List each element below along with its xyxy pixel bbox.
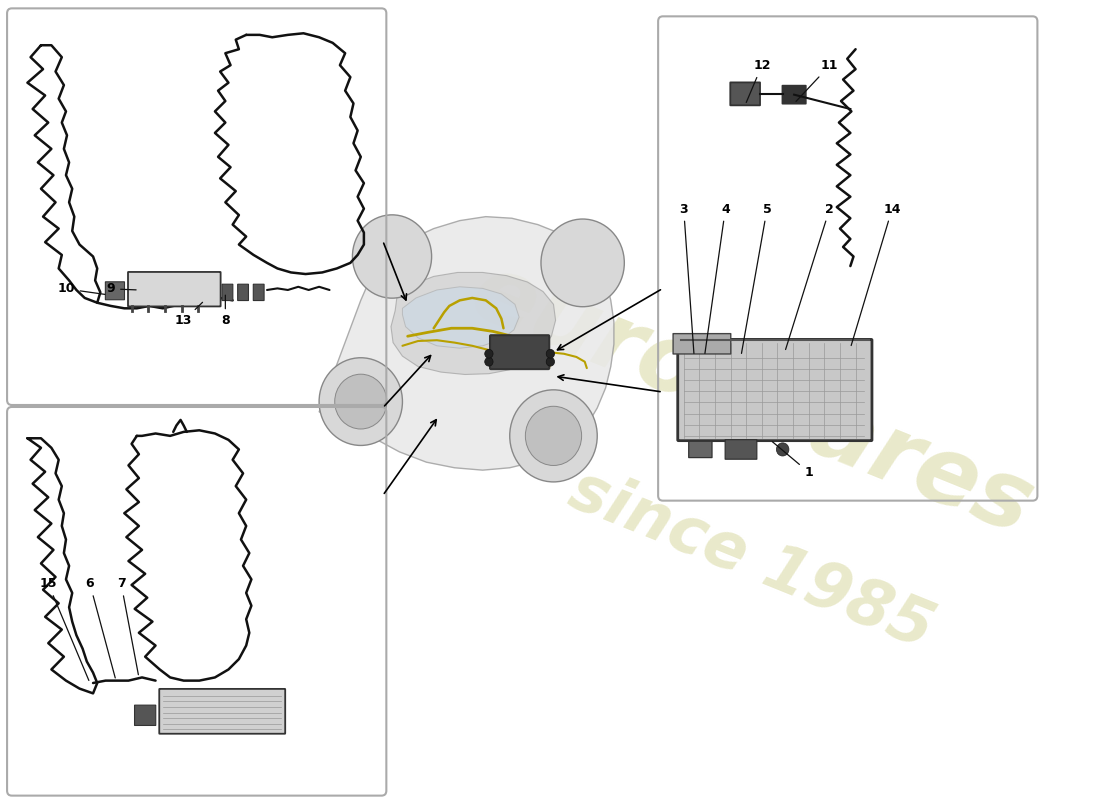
Polygon shape — [390, 273, 556, 374]
Circle shape — [547, 350, 554, 358]
Text: since 1985: since 1985 — [560, 458, 943, 661]
Circle shape — [334, 374, 387, 429]
FancyBboxPatch shape — [730, 82, 760, 106]
Text: 1: 1 — [772, 442, 813, 478]
FancyBboxPatch shape — [134, 705, 156, 726]
Circle shape — [485, 358, 493, 366]
Text: 3: 3 — [680, 202, 694, 354]
FancyBboxPatch shape — [689, 442, 712, 458]
Polygon shape — [403, 286, 519, 348]
Text: 7: 7 — [117, 578, 139, 674]
Text: 8: 8 — [221, 295, 230, 327]
FancyBboxPatch shape — [678, 339, 872, 441]
Circle shape — [509, 390, 597, 482]
Text: 12: 12 — [746, 59, 771, 102]
FancyBboxPatch shape — [238, 284, 249, 301]
Circle shape — [541, 219, 625, 306]
FancyBboxPatch shape — [782, 86, 806, 104]
Polygon shape — [319, 217, 614, 470]
Circle shape — [485, 350, 493, 358]
Text: 4: 4 — [705, 202, 729, 354]
Circle shape — [526, 406, 582, 466]
FancyBboxPatch shape — [253, 284, 264, 301]
Text: 14: 14 — [851, 202, 901, 346]
Text: 13: 13 — [175, 302, 202, 327]
Text: 5: 5 — [741, 202, 771, 354]
FancyBboxPatch shape — [106, 282, 124, 300]
FancyBboxPatch shape — [128, 272, 221, 306]
FancyBboxPatch shape — [673, 334, 730, 354]
Circle shape — [777, 443, 789, 456]
Text: 6: 6 — [86, 578, 116, 678]
Text: 15: 15 — [40, 578, 89, 681]
Text: 2: 2 — [785, 202, 834, 350]
Circle shape — [319, 358, 403, 446]
FancyBboxPatch shape — [160, 689, 285, 734]
Text: 10: 10 — [57, 282, 104, 295]
Circle shape — [547, 358, 554, 366]
FancyBboxPatch shape — [725, 440, 757, 459]
Text: 11: 11 — [796, 59, 838, 102]
Text: eurospares: eurospares — [458, 246, 1046, 554]
Circle shape — [352, 215, 431, 298]
Text: 9: 9 — [107, 282, 136, 295]
FancyBboxPatch shape — [222, 284, 233, 301]
FancyBboxPatch shape — [490, 335, 549, 369]
